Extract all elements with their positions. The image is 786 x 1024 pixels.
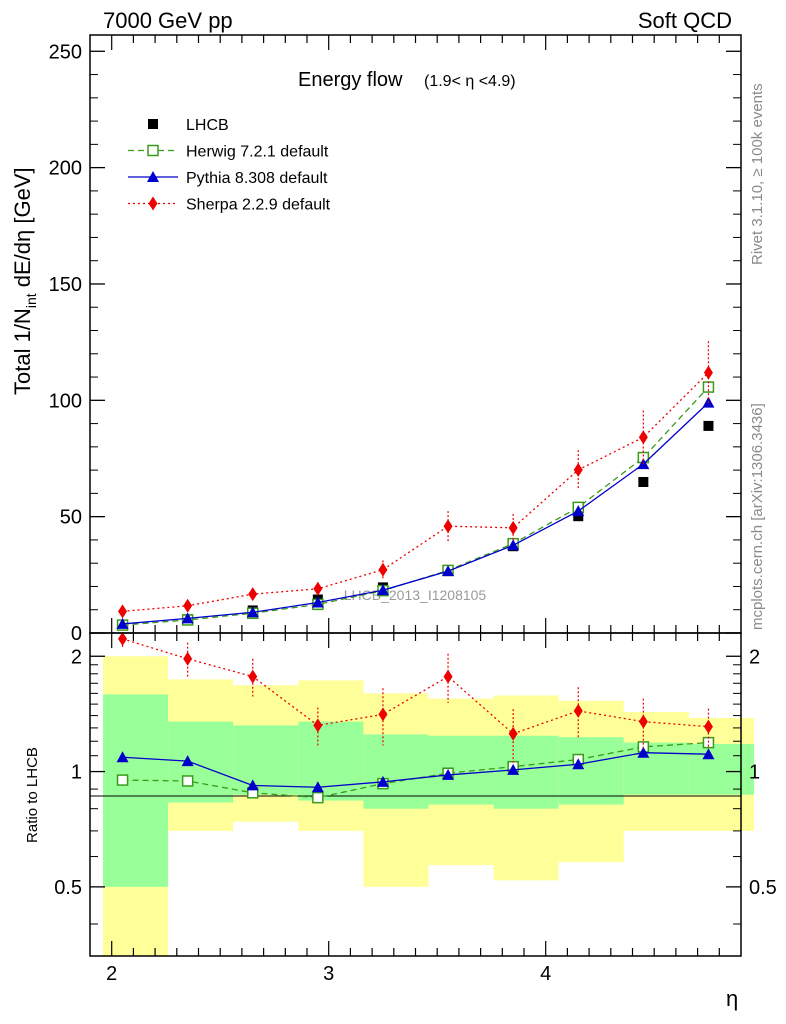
legend-pythia-label: Pythia 8.308 default [186, 170, 328, 187]
ratio-ylabel: Ratio to LHCB [24, 747, 41, 843]
ratio-xtick-label: 3 [323, 963, 334, 985]
sherpa-main-point [183, 598, 193, 613]
header-right: Soft QCD [638, 8, 732, 33]
ratio-xtick-label: 4 [540, 963, 551, 985]
rivet-label: Rivet 3.1.10, ≥ 100k events [749, 83, 766, 265]
herwig-ratio-point [116, 774, 129, 786]
data-main-point [638, 476, 649, 487]
legend-pythia-marker [147, 171, 159, 182]
ratio-ytick-label-left: 2 [71, 646, 82, 668]
sherpa-main-line [122, 372, 709, 613]
ratio-inner-band [558, 737, 624, 805]
pythia-main-point [376, 584, 389, 596]
pythia-main-line [122, 402, 709, 625]
sherpa-ratio-point [573, 703, 583, 718]
pythia-ratio-point [507, 763, 520, 775]
sherpa-ratio-point [118, 631, 128, 646]
sherpa-main-point [313, 581, 323, 596]
data-main-point [573, 511, 584, 522]
ratio-ytick-label-right: 0.5 [749, 877, 777, 899]
header-left: 7000 GeV pp [103, 8, 233, 33]
main-ylabel: Total 1/Nint dE/dη [GeV] [10, 167, 39, 395]
ratio-xtick-label: 2 [106, 963, 117, 985]
legend-sherpa-label: Sherpa 2.2.9 default [186, 197, 331, 214]
ratio-inner-band [298, 721, 364, 801]
pythia-main-point [116, 617, 129, 629]
sherpa-ratio-point [508, 726, 518, 741]
main-title: Energy flow [298, 69, 403, 91]
ratio-plot-panel: 0.5 0.5 1 1 2 2 2 3 4 Ratio to LHCB η [24, 631, 777, 1011]
pythia-main-point [246, 606, 259, 618]
ratio-inner-band [168, 721, 234, 803]
ratio-xlabel: η [726, 986, 738, 1011]
ratio-inner-band [493, 735, 559, 809]
pythia-ratio-point [116, 751, 129, 763]
ratio-inner-band [623, 742, 689, 795]
main-ytick-label: 50 [60, 507, 82, 529]
herwig-ratio-line [122, 741, 709, 799]
pythia-ratio-point [311, 781, 324, 793]
legend-herwig-marker [147, 144, 159, 157]
pythia-ratio-point [442, 768, 455, 780]
pythia-ratio-point [246, 779, 259, 791]
ratio-ytick-label-right: 1 [749, 762, 760, 784]
pythia-ratio-point [637, 746, 650, 758]
ratio-ytick-label-left: 1 [71, 762, 82, 784]
pythia-ratio-line [122, 752, 709, 788]
pythia-ratio-point [181, 755, 194, 767]
pythia-main-point [311, 596, 324, 608]
pythia-ratio-point [572, 758, 585, 770]
sherpa-main-point [573, 462, 583, 477]
herwig-ratio-point [181, 775, 194, 787]
sherpa-ratio-point [313, 718, 323, 733]
pythia-ratio-point [376, 775, 389, 787]
sherpa-main-point [248, 587, 258, 602]
main-ytick-label: 0 [71, 623, 82, 645]
sherpa-main-point [443, 519, 453, 534]
ratio-inner-band [688, 744, 754, 795]
pythia-main-point [181, 612, 194, 624]
pythia-main-point [572, 505, 585, 517]
legend: LHCB Herwig 7.2.1 default Pythia 8.308 def… [128, 117, 331, 214]
sherpa-main-point [638, 430, 648, 445]
sherpa-main-point [378, 562, 388, 577]
legend-data-label: LHCB [186, 117, 229, 134]
legend-herwig-label: Herwig 7.2.1 default [186, 144, 329, 161]
sherpa-main-point [703, 365, 713, 380]
pythia-main-point [507, 539, 520, 551]
legend-sherpa-marker [148, 196, 158, 211]
main-ytick-label: 250 [49, 41, 82, 63]
mcplots-label: mcplots.cern.ch [arXiv:1306.3436] [749, 403, 766, 630]
sherpa-main-point [118, 604, 128, 619]
legend-data-marker [148, 119, 158, 129]
ratio-inner-band [363, 734, 429, 809]
main-ytick-label: 100 [49, 390, 82, 412]
main-title-range: (1.9< η <4.9) [424, 73, 516, 90]
sherpa-ratio-point [703, 719, 713, 734]
main-ytick-label: 200 [49, 158, 82, 180]
pythia-main-point [442, 565, 455, 577]
sherpa-ratio-point [443, 669, 453, 684]
sherpa-ratio-point [638, 714, 648, 729]
sherpa-ratio-point [248, 669, 258, 684]
ratio-ytick-label-right: 2 [749, 646, 760, 668]
sherpa-ratio-point [378, 707, 388, 722]
data-main-point [703, 420, 714, 431]
ratio-inner-band [103, 694, 169, 887]
ratio-ytick-label-left: 0.5 [54, 877, 82, 899]
sherpa-main-point [508, 520, 518, 535]
sherpa-ratio-point [183, 651, 193, 666]
sherpa-ratio-line [122, 638, 709, 735]
main-ytick-label: 150 [49, 274, 82, 296]
ratio-inner-band [233, 725, 299, 795]
herwig-ratio-point [312, 791, 324, 804]
pythia-ratio-point [702, 748, 715, 760]
